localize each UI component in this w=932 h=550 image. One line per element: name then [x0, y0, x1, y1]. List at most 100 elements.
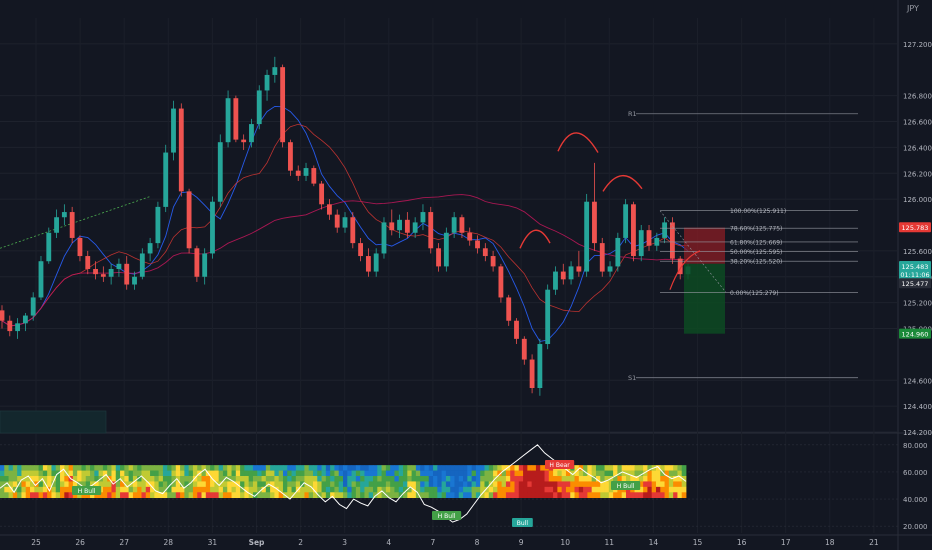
- heatmap-cell: [321, 476, 327, 482]
- heatmap-cell: [540, 470, 545, 477]
- heatmap-cell: [240, 481, 245, 488]
- time-axis[interactable]: 25 26 27 28 31 Sep 2 3 4 7 8 9 10 11 14 15 16 17 18 21: [31, 538, 879, 547]
- heatmap-cell: [441, 476, 447, 482]
- heatmap-cell: [210, 486, 215, 493]
- heatmap-cell: [377, 492, 382, 499]
- heatmap-cell: [343, 486, 348, 493]
- heatmap-cell: [364, 486, 370, 493]
- heatmap-cell: [420, 481, 425, 488]
- head-arc: [557, 132, 599, 153]
- heatmap-cell: [244, 465, 250, 471]
- heatmap-cell: [34, 476, 39, 482]
- heatmap-cell: [673, 486, 678, 493]
- heatmap-cell: [480, 470, 485, 477]
- heatmap-cell: [158, 465, 164, 471]
- osc-tick-label: 20.000: [903, 523, 928, 531]
- heatmap-cell: [120, 465, 125, 471]
- heatmap-cell: [25, 481, 31, 488]
- heatmap-cell: [681, 492, 687, 499]
- heatmap-cell: [437, 476, 443, 482]
- candle-body: [54, 217, 59, 233]
- heatmap-cell: [647, 465, 653, 471]
- heatmap-cell: [295, 492, 301, 499]
- heatmap-cell: [660, 492, 665, 499]
- heatmap-cell: [364, 492, 370, 499]
- heatmap-cell: [493, 481, 498, 488]
- heatmap-cell: [428, 481, 434, 488]
- heatmap-cell: [308, 465, 314, 471]
- heatmap-cell: [171, 470, 177, 477]
- heatmap-cell: [467, 470, 473, 477]
- heatmap-cell: [81, 476, 87, 482]
- heatmap-cell: [257, 486, 262, 493]
- heatmap-cell: [30, 465, 35, 471]
- heatmap-cell: [60, 486, 65, 493]
- heatmap-cell: [673, 492, 678, 499]
- heatmap-cell: [415, 465, 421, 471]
- heatmap-cell: [553, 470, 558, 477]
- heatmap-cell: [531, 486, 537, 493]
- heatmap-cell: [638, 481, 644, 488]
- oscillator-pane[interactable]: H Bull H Bull Bull H Bear H Bull: [0, 444, 687, 527]
- heatmap-cell: [664, 492, 670, 499]
- heatmap-cell: [643, 465, 648, 471]
- heatmap-cell: [98, 481, 104, 488]
- heatmap-cell: [411, 481, 417, 488]
- heatmap-cell: [540, 481, 545, 488]
- heatmap-cell: [664, 476, 670, 482]
- heatmap-cell: [484, 465, 490, 471]
- price-axis[interactable]: 127.200 126.800 126.600 126.400 126.200 126.0…: [899, 41, 932, 531]
- heatmap-cell: [510, 470, 515, 477]
- heatmap-cell: [548, 470, 554, 477]
- heatmap-cell: [21, 486, 27, 493]
- heatmap-cell: [574, 470, 580, 477]
- heatmap-cell: [180, 465, 185, 471]
- candle-body: [631, 204, 636, 257]
- heatmap-cell: [415, 486, 421, 493]
- heatmap-cell: [321, 486, 327, 493]
- heatmap-cell: [587, 492, 593, 499]
- heatmap-cell: [278, 481, 284, 488]
- candle-body: [521, 338, 527, 360]
- heatmap-cell: [664, 481, 670, 488]
- heatmap-cell: [368, 476, 374, 482]
- heatmap-cell: [587, 470, 593, 477]
- fib-level-label: 100.00%(125.911): [730, 208, 786, 215]
- heatmap-cell: [120, 470, 125, 477]
- heatmap-cell: [188, 465, 194, 471]
- heatmap-cell: [167, 476, 172, 482]
- heatmap-cell: [475, 492, 481, 499]
- heatmap-cell: [441, 492, 447, 499]
- heatmap-cell: [445, 476, 451, 482]
- heatmap-cell: [381, 481, 387, 488]
- heatmap-cell: [111, 481, 117, 488]
- price-tick-label: 127.200: [903, 41, 932, 49]
- heatmap-cell: [111, 486, 117, 493]
- heatmap-cell: [295, 481, 301, 488]
- heatmap-cell: [445, 486, 451, 493]
- heatmap-cell: [561, 486, 567, 493]
- heatmap-cell: [34, 492, 39, 499]
- heatmap-cell: [282, 476, 288, 482]
- candle-body: [669, 222, 675, 259]
- heatmap-cell: [158, 476, 164, 482]
- price-pane[interactable]: R1 S1 100.00%(125.911) 78.60%(125.775) 61.80…: [0, 56, 858, 434]
- currency-label: JPY: [906, 4, 919, 13]
- heatmap-cell: [493, 486, 498, 493]
- heatmap-cell: [420, 476, 425, 482]
- heatmap-cell: [158, 492, 164, 499]
- heatmap-cell: [38, 465, 44, 471]
- heatmap-cell: [527, 481, 533, 488]
- candle-body: [514, 320, 519, 339]
- heatmap-cell: [128, 465, 134, 471]
- heatmap-cell: [30, 470, 35, 477]
- heatmap-cell: [175, 481, 181, 488]
- heatmap-cell: [141, 470, 147, 477]
- heatmap-cell: [497, 492, 503, 499]
- heatmap-cell: [540, 486, 545, 493]
- heatmap-cell: [621, 465, 627, 471]
- heatmap-cell: [90, 465, 95, 471]
- heatmap-cell: [270, 465, 275, 471]
- heatmap-cell: [454, 465, 460, 471]
- candle-body: [506, 297, 512, 321]
